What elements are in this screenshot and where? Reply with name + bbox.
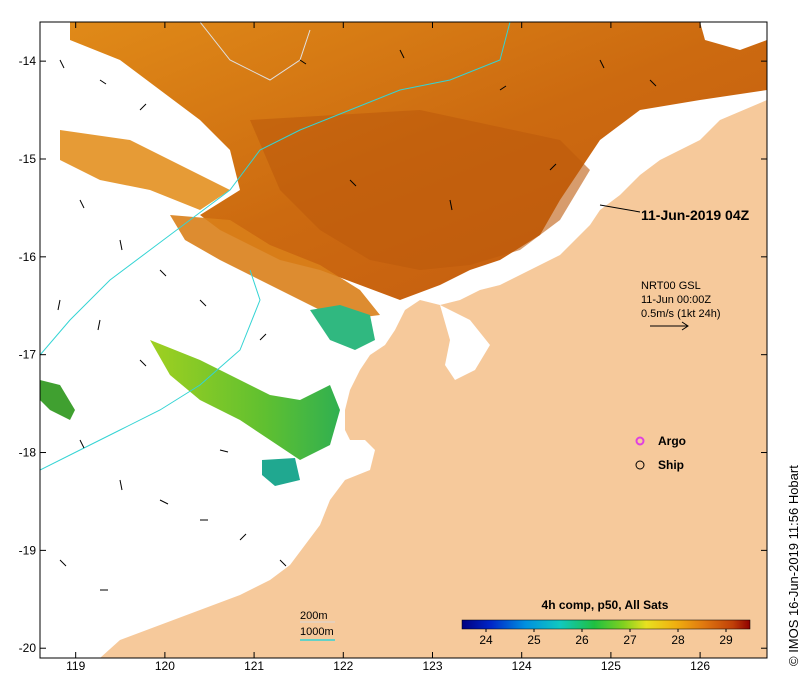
land-mass bbox=[100, 100, 767, 658]
sst-darker-core bbox=[250, 110, 590, 270]
latitude-tick-label: -17 bbox=[19, 348, 37, 362]
ship-label: Ship bbox=[658, 458, 684, 472]
latitude-tick-label: -16 bbox=[19, 250, 37, 264]
isobath-legend: 200m 1000m bbox=[300, 610, 335, 641]
latitude-tick-label: -15 bbox=[19, 152, 37, 166]
current-vectors bbox=[57, 49, 657, 591]
isobath-200m-label: 200m bbox=[300, 610, 328, 622]
sst-cool-patch-3 bbox=[262, 458, 300, 486]
longitude-tick-label: 124 bbox=[512, 659, 532, 672]
colorbar-tick-label: 24 bbox=[479, 633, 493, 647]
colorbar-tick-label: 28 bbox=[671, 633, 685, 647]
latitude-tick-label: -14 bbox=[19, 54, 37, 68]
longitude-tick-label: 120 bbox=[155, 659, 175, 672]
colorbar-ticks: 24 25 26 27 28 29 bbox=[479, 629, 733, 647]
colorbar-tick-label: 27 bbox=[623, 633, 637, 647]
argo-label: Argo bbox=[658, 434, 686, 448]
current-model-line3: 0.5m/s (1kt 24h) bbox=[641, 308, 720, 320]
sst-patch-west bbox=[60, 130, 230, 210]
plot-area bbox=[40, 22, 767, 658]
longitude-tick-label: 121 bbox=[244, 659, 264, 672]
longitude-tick-label: 125 bbox=[601, 659, 621, 672]
longitude-tick-label: 126 bbox=[690, 659, 710, 672]
longitude-axis: 119 120 121 122 123 124 125 126 bbox=[66, 22, 710, 673]
colorbar: 4h comp, p50, All Sats 24 25 26 27 28 29 bbox=[461, 598, 751, 647]
colorbar-gradient bbox=[461, 619, 751, 630]
coastline-inlet bbox=[440, 305, 490, 380]
latitude-tick-label: -20 bbox=[19, 641, 37, 655]
current-model-legend: NRT00 GSL 11-Jun 00:00Z 0.5m/s (1kt 24h) bbox=[641, 280, 720, 331]
latitude-tick-label: -18 bbox=[19, 446, 37, 460]
current-model-line2: 11-Jun 00:00Z bbox=[641, 294, 711, 306]
latitude-axis: -14 -15 -16 -17 -18 -19 -20 bbox=[19, 54, 767, 655]
longitude-tick-label: 123 bbox=[422, 659, 442, 672]
isobath-1000m-south bbox=[40, 269, 261, 471]
colorbar-tick-label: 26 bbox=[575, 633, 589, 647]
argo-marker-icon bbox=[635, 436, 645, 446]
colorbar-tick-label: 25 bbox=[527, 633, 541, 647]
marker-legend: Argo Ship bbox=[635, 434, 686, 472]
timestamp-annotation: 11-Jun-2019 04Z bbox=[641, 207, 750, 223]
latitude-tick-label: -19 bbox=[19, 543, 37, 557]
credit-text: © IMOS 16-Jun-2019 11:56 Hobart bbox=[786, 465, 801, 666]
sst-cool-patch-2 bbox=[310, 305, 375, 350]
isobath-1000m-line bbox=[40, 22, 511, 356]
plot-border bbox=[39, 21, 768, 659]
current-model-line1: NRT00 GSL bbox=[641, 280, 701, 292]
isobath-200m-line bbox=[199, 22, 311, 81]
isobath-1000m-label: 1000m bbox=[300, 626, 334, 638]
longitude-tick-label: 122 bbox=[333, 659, 353, 672]
timestamp-pointer-line bbox=[599, 204, 641, 213]
sst-cool-patch-4 bbox=[40, 380, 75, 420]
colorbar-tick-label: 29 bbox=[719, 633, 733, 647]
colorbar-title: 4h comp, p50, All Sats bbox=[542, 598, 669, 612]
sst-patch-band bbox=[170, 215, 380, 320]
current-scale-arrowhead bbox=[681, 321, 689, 331]
longitude-tick-label: 119 bbox=[66, 659, 85, 672]
sst-cool-patch-1 bbox=[150, 340, 340, 460]
ship-marker-icon bbox=[635, 460, 645, 470]
